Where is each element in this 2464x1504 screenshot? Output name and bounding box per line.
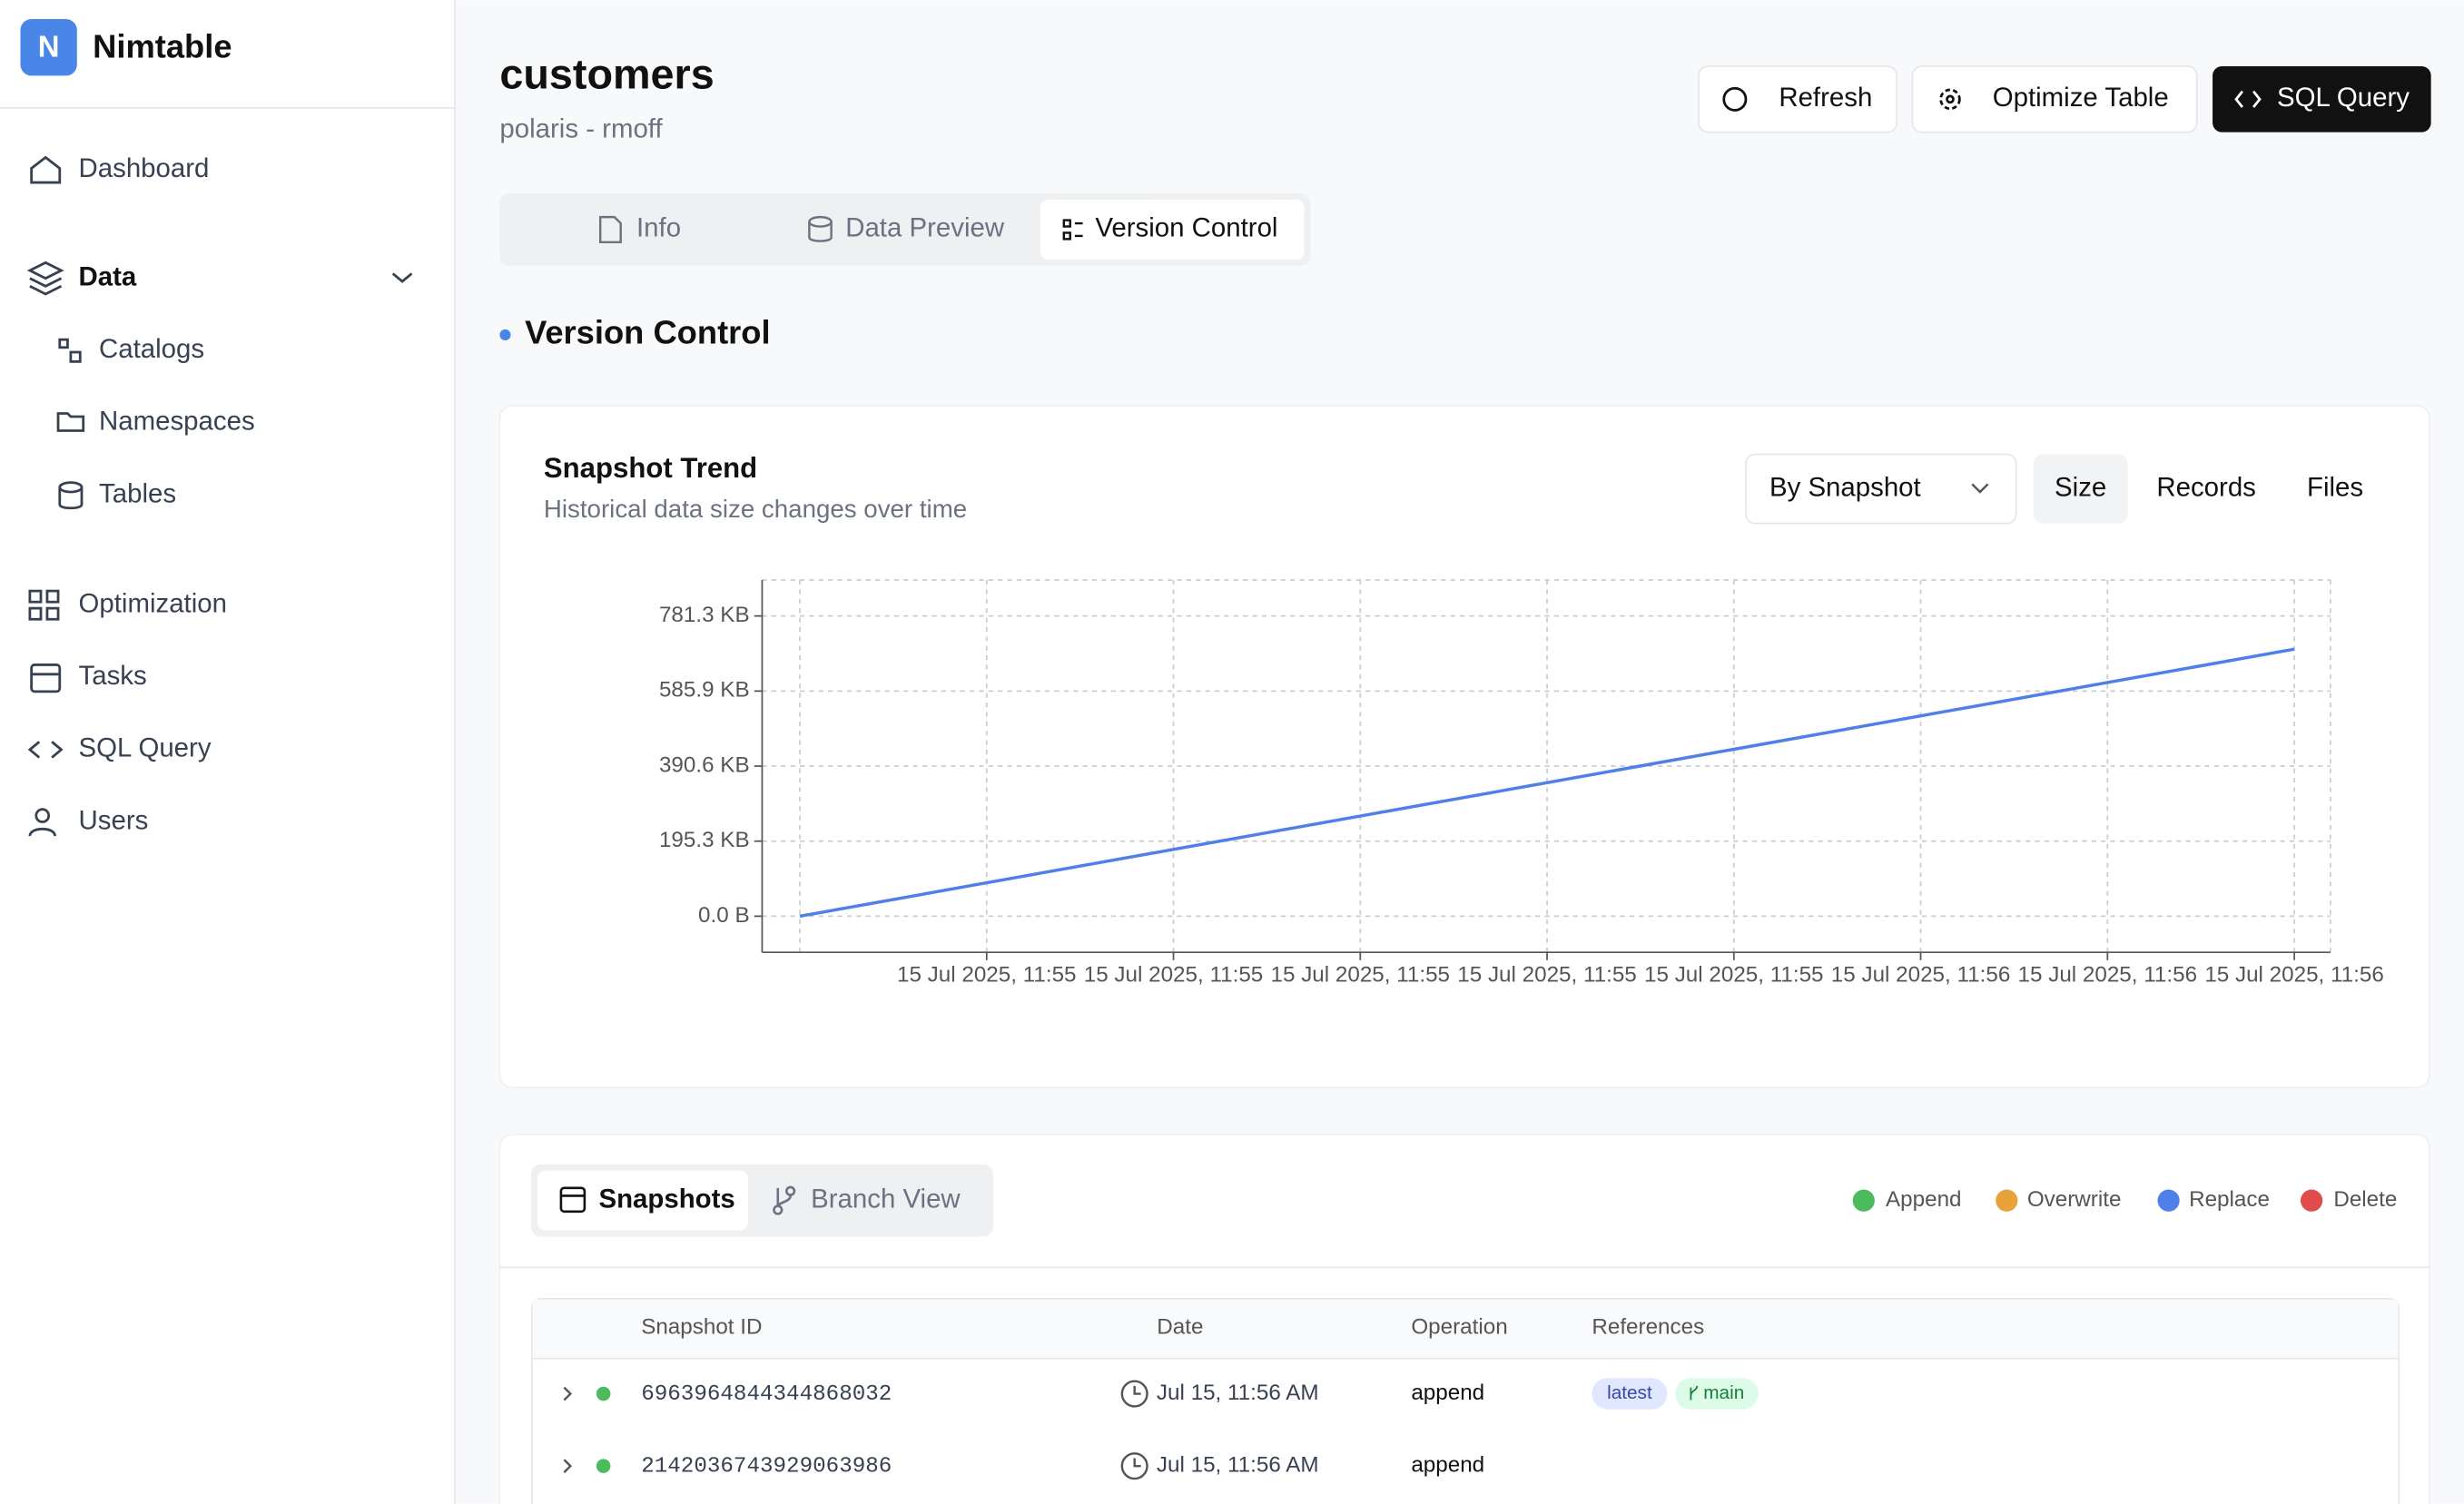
tab[interactable]: Data Preview	[845, 213, 1005, 243]
x-tick-label: 15 Jul 2025, 11:55	[1457, 963, 1637, 988]
metric-button[interactable]: Size	[2055, 472, 2106, 502]
legend-dot	[2157, 1190, 2179, 1212]
nav-item[interactable]: Optimization	[79, 588, 227, 618]
status-dot	[596, 1387, 611, 1401]
snapshot-operation: append	[1411, 1381, 1484, 1405]
tab[interactable]: Version Control	[1095, 213, 1277, 243]
status-dot	[596, 1459, 611, 1473]
y-tick-label: 195.3 KB	[659, 828, 750, 852]
y-tick-label: 0.0 B	[698, 903, 750, 928]
logo-letter: N	[38, 30, 60, 64]
button-label: Optimize Table	[1993, 83, 2169, 113]
chart-subtitle: Historical data size changes over time	[544, 495, 967, 523]
ref-label: latest	[1607, 1382, 1652, 1403]
tab[interactable]: Snapshots	[598, 1184, 734, 1214]
legend-label: Replace	[2189, 1187, 2270, 1212]
tab[interactable]: Branch View	[811, 1184, 961, 1214]
metric-button[interactable]: Files	[2307, 472, 2363, 502]
nav-item[interactable]: Catalogs	[99, 334, 204, 364]
column-header: Operation	[1411, 1314, 1507, 1339]
nav-item[interactable]: Data	[79, 261, 137, 291]
column-header: Date	[1157, 1314, 1203, 1339]
chart-title: Snapshot Trend	[544, 452, 757, 484]
nav-item[interactable]: Namespaces	[99, 407, 255, 437]
section-title: Version Control	[525, 314, 770, 351]
tab[interactable]: Info	[636, 213, 681, 243]
legend-dot	[2301, 1190, 2322, 1212]
ref-label: main	[1703, 1382, 1744, 1403]
nav-item[interactable]: Users	[79, 805, 149, 835]
legend-label: Delete	[2333, 1187, 2397, 1212]
x-tick-label: 15 Jul 2025, 11:56	[1831, 963, 2011, 988]
section-dot	[499, 329, 510, 340]
snapshot-operation: append	[1411, 1453, 1484, 1478]
y-tick-label: 390.6 KB	[659, 752, 750, 777]
snapshot-date: Jul 15, 11:56 AM	[1157, 1453, 1319, 1478]
x-tick-label: 15 Jul 2025, 11:56	[2018, 963, 2198, 988]
y-tick-label: 585.9 KB	[659, 678, 750, 703]
legend-label: Append	[1886, 1187, 1962, 1212]
brand: Nimtable	[93, 28, 232, 65]
legend-label: Overwrite	[2027, 1187, 2122, 1212]
page-title: customers	[499, 50, 714, 97]
x-tick-label: 15 Jul 2025, 11:55	[1644, 963, 1824, 988]
y-tick-label: 781.3 KB	[659, 603, 750, 627]
button-label: Refresh	[1779, 83, 1872, 113]
column-header: Snapshot ID	[641, 1314, 762, 1339]
snapshot-id[interactable]: 6963964844344868032	[641, 1382, 892, 1407]
x-tick-label: 15 Jul 2025, 11:55	[1271, 963, 1451, 988]
page-subtitle: polaris - rmoff	[499, 114, 663, 144]
nav-item[interactable]: Tasks	[79, 661, 147, 691]
x-tick-label: 15 Jul 2025, 11:56	[2204, 963, 2384, 988]
sidebar	[0, 0, 454, 1503]
legend-dot	[1853, 1190, 1875, 1212]
column-header: References	[1592, 1314, 1704, 1339]
x-tick-label: 15 Jul 2025, 11:55	[897, 963, 1076, 988]
snapshot-date: Jul 15, 11:56 AM	[1157, 1381, 1319, 1405]
legend-dot	[1996, 1190, 2017, 1212]
select-label: By Snapshot	[1769, 472, 1921, 502]
metric-button[interactable]: Records	[2156, 472, 2256, 502]
nav-item[interactable]: SQL Query	[79, 733, 212, 763]
x-tick-label: 15 Jul 2025, 11:55	[1084, 963, 1264, 988]
nav-item[interactable]: Tables	[99, 478, 176, 508]
snapshot-id[interactable]: 2142036743929063986	[641, 1455, 892, 1479]
nav-item[interactable]: Dashboard	[79, 153, 210, 183]
button-label: SQL Query	[2277, 83, 2410, 113]
